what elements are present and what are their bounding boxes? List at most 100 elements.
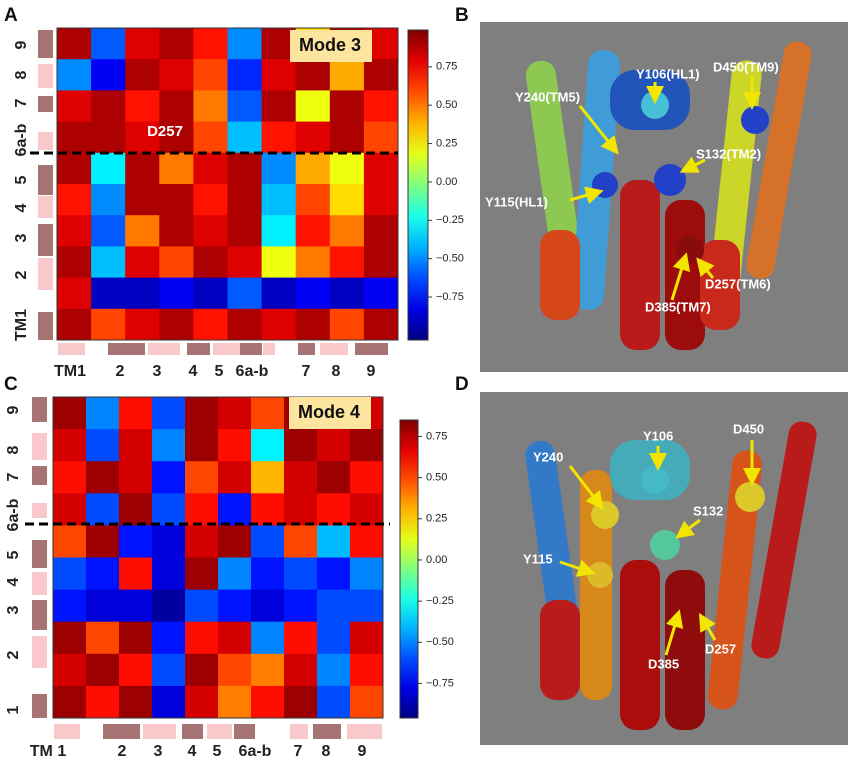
annotation: D257: [147, 123, 183, 140]
heatmap-cell: [119, 686, 153, 719]
heatmap-cell: [57, 246, 92, 278]
heatmap-cell: [53, 493, 87, 526]
heatmap-cell: [228, 184, 263, 216]
heatmap-cell: [364, 59, 399, 91]
heatmap-cell: [364, 153, 399, 185]
heatmap-cell: [119, 525, 153, 558]
x-segment-label: 7: [294, 743, 303, 760]
segment-box: [32, 540, 47, 568]
residue-label: D385: [648, 656, 679, 671]
heatmap-cell: [218, 654, 252, 687]
heatmap-cell: [86, 397, 120, 430]
heatmap-cell: [57, 153, 92, 185]
y-segment-label: 8: [5, 445, 22, 454]
heatmap-cell: [364, 90, 399, 122]
heatmap-cell: [53, 622, 87, 655]
residue-label: D257: [705, 641, 736, 656]
y-segment-label: 5: [13, 175, 30, 184]
heatmap-cell: [91, 153, 126, 185]
heatmap-cell: [284, 429, 318, 462]
heatmap-cell: [218, 429, 252, 462]
mode-title: Mode 3: [299, 35, 361, 55]
heatmap-cell: [218, 493, 252, 526]
segment-box: [38, 30, 53, 58]
heatmap-cell: [317, 686, 351, 719]
y-segment-label: 8: [13, 70, 30, 79]
heatmap-cell: [296, 90, 331, 122]
heatmap-cell: [91, 215, 126, 247]
x-segment-label: 2: [118, 743, 127, 760]
heatmap-cell: [86, 622, 120, 655]
segment-box: [313, 724, 341, 739]
colorbar-tick-label: −0.25: [436, 214, 464, 226]
heatmap-cell: [125, 215, 160, 247]
heatmap-cell: [296, 309, 331, 341]
heatmap-cell: [125, 90, 160, 122]
heatmap-cell: [86, 558, 120, 591]
heatmap-cell: [350, 461, 384, 494]
segment-box: [355, 343, 388, 355]
heatmap-cell: [159, 184, 194, 216]
heatmap-cell: [218, 622, 252, 655]
x-segment-label: 4: [189, 363, 198, 380]
heatmap-cell: [330, 90, 365, 122]
x-segment-label: TM 1: [30, 743, 67, 760]
heatmap-cell: [119, 397, 153, 430]
heatmap-cell: [185, 654, 219, 687]
segment-box: [32, 503, 47, 518]
heatmap-cell: [125, 278, 160, 310]
heatmap-cell: [152, 654, 186, 687]
heatmap-cell: [57, 122, 92, 154]
segment-box: [54, 724, 80, 739]
heatmap-cell: [284, 622, 318, 655]
heatmap-cell: [228, 90, 263, 122]
heatmap-cell: [228, 309, 263, 341]
heatmap-cell: [53, 558, 87, 591]
heatmap-cell: [86, 429, 120, 462]
segment-box: [32, 636, 47, 668]
residue-label: S132(TM2): [696, 146, 761, 161]
heatmap-cell: [330, 59, 365, 91]
heatmap-cell: [228, 153, 263, 185]
segment-box: [38, 64, 53, 88]
heatmap-cell: [296, 122, 331, 154]
heatmap-cell: [317, 558, 351, 591]
heatmap-cell: [152, 525, 186, 558]
segment-box: [38, 224, 53, 256]
heatmap-cell: [228, 215, 263, 247]
heatmap-cell: [284, 590, 318, 623]
heatmap-cell: [296, 184, 331, 216]
heatmap-cell: [159, 90, 194, 122]
heatmap-cell: [159, 309, 194, 341]
y-segment-label: 1: [5, 705, 22, 714]
heatmap-cell: [57, 215, 92, 247]
heatmap-cell: [159, 215, 194, 247]
heatmap-cell: [317, 461, 351, 494]
segment-box: [103, 724, 140, 739]
heatmap-cell: [317, 525, 351, 558]
heatmap-cell: [350, 590, 384, 623]
heatmap-cell: [251, 622, 285, 655]
heatmap-cell: [119, 493, 153, 526]
heatmap-cell: [350, 525, 384, 558]
heatmap-cell: [91, 28, 126, 60]
heatmap-cell: [152, 493, 186, 526]
x-segment-label: 5: [215, 363, 224, 380]
y-segment-label: 9: [13, 40, 30, 49]
x-segment-label: 9: [358, 743, 367, 760]
heatmap-cell: [228, 246, 263, 278]
heatmap-cell: [86, 525, 120, 558]
heatmap-cell: [193, 278, 228, 310]
residue-label: Y240(TM5): [515, 89, 580, 104]
segment-box: [38, 258, 53, 290]
heatmap-cell: [350, 493, 384, 526]
heatmap-cell: [91, 278, 126, 310]
heatmap-cell: [185, 686, 219, 719]
y-segment-label: 6a-b: [5, 498, 22, 531]
residue-label: D450(TM9): [713, 59, 779, 74]
heatmap-cell: [350, 686, 384, 719]
heatmap-cell: [125, 153, 160, 185]
heatmap-cell: [185, 461, 219, 494]
heatmap-cell: [284, 558, 318, 591]
x-segment-label: 2: [116, 363, 125, 380]
